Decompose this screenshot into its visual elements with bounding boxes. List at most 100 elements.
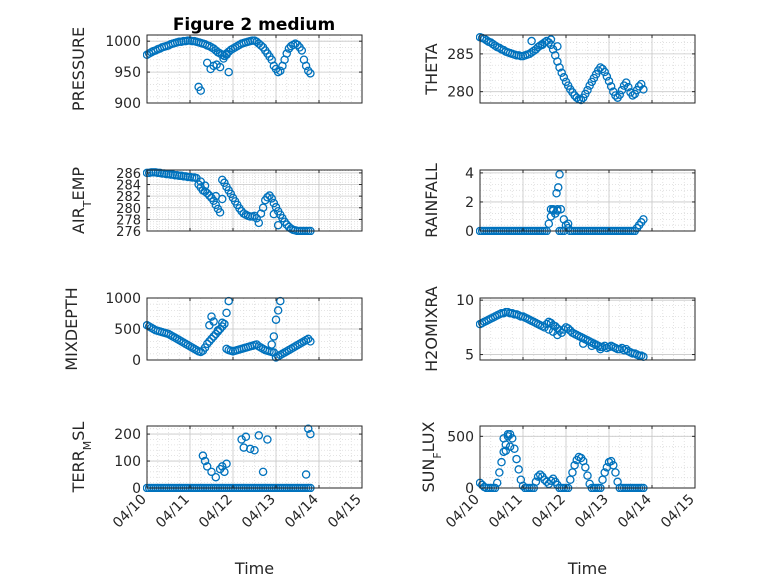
theta-ytick-label: 280 [447,85,474,101]
air_temp-point [258,203,268,213]
sun_flux-ytick-label: 0 [465,481,474,497]
theta-point [553,42,562,51]
pressure-point [301,61,311,71]
theta-point [624,82,633,92]
sun_flux-xtick-label: 04/14 [615,491,655,531]
rainfall-ytick-label: 2 [465,195,474,211]
air_temp-point [273,220,283,230]
theta-point [602,72,612,81]
sun_flux-point [606,456,616,466]
h2omixra-point [617,343,627,353]
air_temp-point [211,200,221,210]
terr_msl-xtick-label: 04/13 [239,492,279,532]
h2omixra-axes: 5 10 H2OMIXRA [422,286,696,372]
mixdepth-ytick-label: 0 [132,353,141,369]
sun_flux-point [505,442,515,451]
pressure-point [297,46,307,55]
sun_flux-ytick-label: 500 [447,429,474,445]
air_temp-axes-box [146,169,363,232]
pressure-point [222,50,231,60]
mixdepth-point [209,332,218,341]
air_temp-point [269,198,279,208]
terr_msl-point [250,446,259,455]
mixdepth-point [217,318,227,328]
theta-point [559,73,569,82]
air_temp-point [252,213,261,223]
sun_flux-point [611,468,620,477]
terr_msl-axes: 0 100 200 04/10 04/11 04/12 04/13 04/14 04/15 Tim… [69,422,365,578]
sun_flux-point [535,470,545,479]
terr_msl-point [217,462,227,471]
mixdepth-point [213,325,223,335]
theta-point [604,76,614,86]
sun_flux-xtick-label: 04/11 [486,492,526,532]
theta-point [600,67,609,77]
theta-point [606,82,616,91]
air_temp-ytick-label: 286 [116,167,141,182]
pressure-point [256,41,266,50]
air_temp-point [200,181,210,190]
air_temp-ytick-label: 278 [116,213,141,228]
sun_flux-point [583,471,592,480]
air_temp-point [226,189,236,199]
pressure-point [215,62,225,72]
sun_flux-ylabel: SUNFLUX [419,421,444,492]
rainfall-point [548,206,558,215]
sun_flux-point [503,430,513,439]
air_temp-point [256,209,266,218]
terr_msl-point [211,472,221,482]
mixdepth-point [207,334,216,344]
pressure-point [276,66,285,76]
theta-point [490,41,500,50]
theta-point [538,40,547,50]
theta-point [611,91,620,100]
theta-point [639,85,648,94]
h2omixra-axes-box [479,297,696,361]
sun_flux-axes-box [479,425,696,489]
sun_flux-markers [476,430,648,492]
terr_msl-ytick-label: 100 [114,454,141,470]
terr_msl-point [301,470,311,479]
mixdepth-point [273,306,283,315]
terr_msl-point [202,462,212,471]
terr_msl-point [306,429,315,439]
theta-ylabel: THETA [422,43,441,95]
pressure-point [224,67,233,77]
terr_msl-axes-box [146,425,363,489]
rainfall-point [554,183,563,192]
air_temp-ylabel: AIRTEMP [69,167,94,234]
terr_msl-point [263,435,272,444]
terr_msl-point [200,456,210,466]
terr_msl-ytick-label: 200 [114,427,141,443]
air_temp-ytick-label: 284 [116,179,141,194]
rainfall-ytick-label: 4 [465,166,474,182]
rainfall-point [559,215,569,224]
theta-point [621,78,631,87]
mixdepth-point [205,337,214,346]
theta-point [572,93,582,102]
mixdepth-point [271,315,281,324]
pressure-point [196,86,205,95]
figure-title: Figure 2 medium [173,15,335,35]
theta-point [482,36,491,45]
mixdepth-point [306,337,315,346]
h2omixra-markers [476,307,648,361]
rainfall-point [639,215,648,224]
terr_msl-point [303,424,313,433]
mixdepth-point [207,312,216,321]
h2omixra-point [563,324,573,333]
air_temp-point [209,196,218,206]
sun_flux-point [495,468,504,477]
sun_flux-point [512,454,521,464]
pressure-markers [143,36,315,95]
sun_flux-point [497,457,506,467]
rainfall-point [556,204,566,214]
theta-point [527,36,536,46]
terr_msl-point [207,467,216,477]
terr_msl-point [245,444,255,454]
terr_msl-point [241,432,251,442]
theta-point [628,91,637,100]
mixdepth-point [209,317,218,326]
sun_flux-xtick-label: 04/13 [572,492,612,532]
